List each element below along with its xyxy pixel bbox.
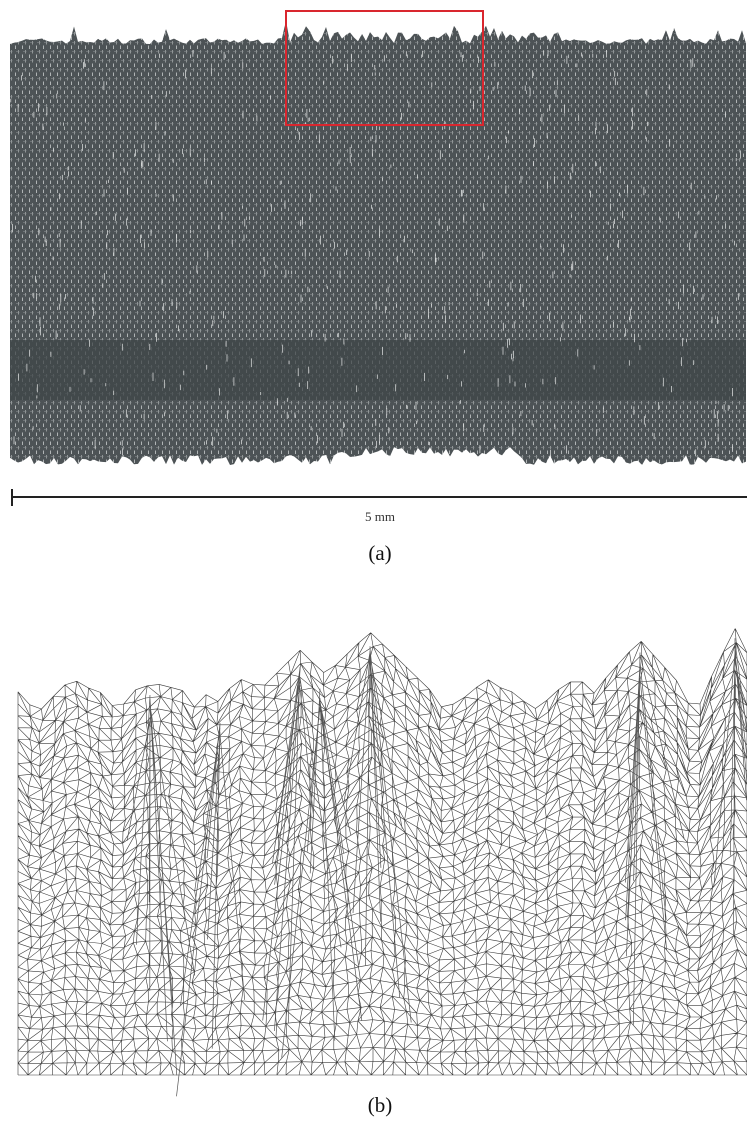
panel-label: (b) [368,1093,393,1117]
panel-a-mesh [10,20,746,465]
speckle [10,50,741,459]
dark-band [10,50,746,459]
panel-label: (a) [368,541,391,565]
zoom-box [285,10,484,126]
panel-b-mesh [17,628,747,1097]
band [10,340,746,400]
wireframe [17,628,747,1076]
scale-label: 5 mm [365,509,395,524]
ridge-lines [126,638,747,1097]
